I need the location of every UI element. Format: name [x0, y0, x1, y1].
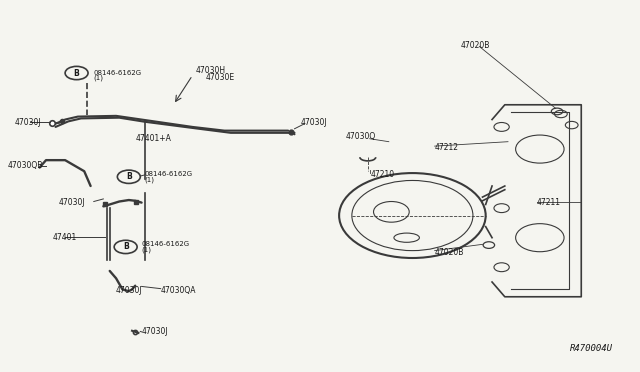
Text: 47030J: 47030J	[14, 118, 41, 127]
Text: (1): (1)	[94, 75, 104, 81]
Text: 47401+A: 47401+A	[135, 134, 171, 143]
Text: 08146-6162G: 08146-6162G	[141, 241, 189, 247]
Text: 47212: 47212	[435, 143, 459, 152]
Text: 47030Q: 47030Q	[346, 132, 376, 141]
Text: 47030J: 47030J	[141, 327, 168, 336]
Text: B: B	[126, 172, 132, 181]
Text: 47030J: 47030J	[59, 198, 85, 207]
Text: 47211: 47211	[537, 198, 561, 207]
Text: 08146-6162G: 08146-6162G	[145, 171, 193, 177]
Text: 08146-6162G: 08146-6162G	[94, 70, 142, 76]
Text: 47030H: 47030H	[196, 66, 226, 75]
Text: 47030J: 47030J	[116, 286, 143, 295]
Text: B: B	[123, 243, 129, 251]
Text: 47401: 47401	[52, 233, 77, 242]
Text: 47020B: 47020B	[460, 41, 490, 50]
Text: 47210: 47210	[371, 170, 395, 179]
Text: B: B	[74, 68, 79, 77]
Text: (1): (1)	[141, 246, 152, 253]
Text: 47030QB: 47030QB	[8, 161, 43, 170]
Text: R470004U: R470004U	[570, 344, 613, 353]
Text: 47030E: 47030E	[205, 73, 234, 81]
Text: (1): (1)	[145, 176, 155, 183]
Text: 47020B: 47020B	[435, 248, 464, 257]
Text: 47030QA: 47030QA	[161, 286, 196, 295]
Text: 47030J: 47030J	[301, 118, 328, 127]
